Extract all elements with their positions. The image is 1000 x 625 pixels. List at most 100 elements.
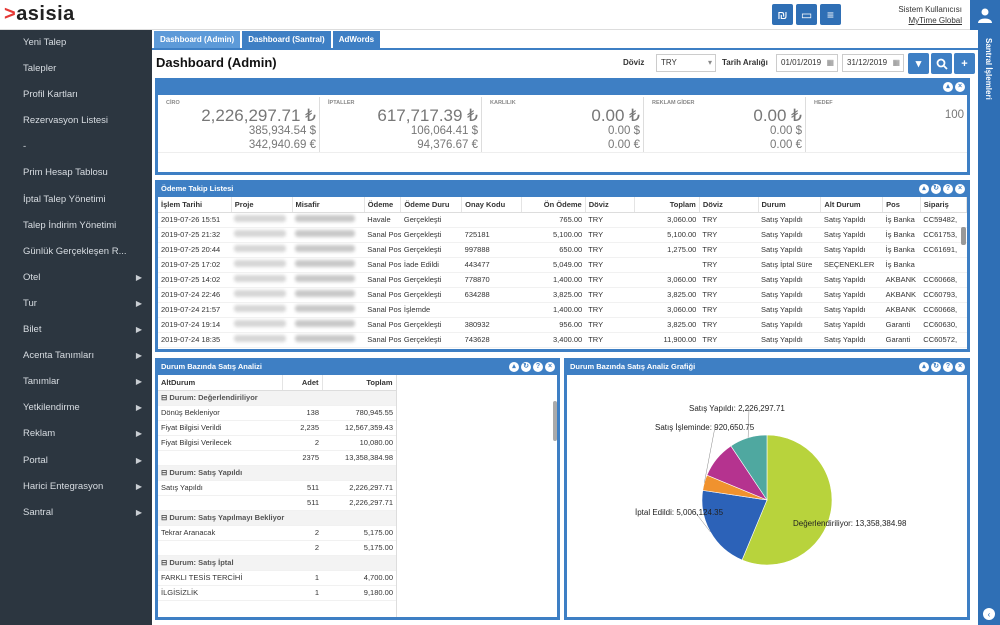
avatar[interactable] [970, 0, 1000, 30]
collapse-group-icon[interactable]: ⊟ [161, 393, 170, 402]
sidebar-item[interactable]: Talep İndirim Yönetimi [0, 213, 152, 239]
sidebar-item[interactable]: Otel ▶ [0, 265, 152, 291]
column-header[interactable]: Durum [758, 197, 822, 213]
close-icon[interactable]: × [545, 362, 555, 372]
expand-left-icon[interactable]: ‹ [983, 608, 995, 620]
column-header[interactable]: Alt Durum [820, 197, 884, 213]
column-header[interactable]: Toplam [634, 197, 700, 213]
collapse-group-icon[interactable]: ⊟ [161, 558, 170, 567]
column-header[interactable]: Misafir [292, 197, 365, 213]
tab-item[interactable]: Dashboard (Admin) [154, 31, 241, 48]
group-row[interactable]: ⊟ Durum: Satış Yapılmayı Bekliyor [158, 510, 396, 526]
refresh-icon[interactable]: ↻ [521, 362, 531, 372]
collapse-icon[interactable]: ▴ [919, 362, 929, 372]
column-header[interactable]: Adet [282, 375, 323, 391]
table-row[interactable]: 2019-07-24 21:57 Sanal Pos İşlemde 1,400.00… [158, 302, 967, 318]
sidebar-item[interactable]: Tur ▶ [0, 291, 152, 317]
scrollbar[interactable] [553, 401, 557, 441]
column-header[interactable]: Ödeme Duru [400, 197, 463, 213]
table-row[interactable]: 2019-07-25 14:02 Sanal Pos Gerçekleşti 7788… [158, 272, 967, 288]
table-row[interactable]: Tekrar Aranacak 2 5,175.00 [158, 525, 396, 541]
user-company-link[interactable]: MyTime Global [908, 16, 963, 25]
column-header[interactable]: Onay Kodu [461, 197, 522, 213]
table-row[interactable]: 2019-07-25 21:32 Sanal Pos Gerçekleşti 7251… [158, 227, 967, 243]
column-header[interactable]: Toplam [322, 375, 396, 391]
pie-slice[interactable] [741, 434, 833, 566]
menu-icon[interactable]: ≡ [820, 4, 841, 25]
help-icon[interactable]: ? [943, 184, 953, 194]
collapse-icon[interactable]: ▴ [509, 362, 519, 372]
table-row[interactable]: 2019-07-25 17:02 Sanal Pos İade Edildi 4434… [158, 257, 967, 273]
column-header[interactable]: AltDurum [158, 375, 283, 391]
table-row[interactable]: 2019-07-26 15:51 Havale Gerçekleşti 765.00 T… [158, 212, 967, 228]
table-row[interactable]: Fiyat Bilgisi Verildi 2,235 12,567,359.43 [158, 420, 396, 436]
currency-icon[interactable]: ₪ [772, 4, 793, 25]
sidebar-item[interactable]: Rezervasyon Listesi [0, 108, 152, 134]
search-button[interactable] [931, 53, 952, 74]
table-row[interactable]: 2019-07-24 18:35 Sanal Pos Gerçekleşti 7436… [158, 332, 967, 348]
table-row[interactable]: Satış Yapıldı 511 2,226,297.71 [158, 480, 396, 496]
sidebar-item-label: Rezervasyon Listesi [23, 115, 109, 127]
user-icon [978, 8, 992, 23]
table-row[interactable]: 2019-07-24 19:14 Sanal Pos Gerçekleşti 3809… [158, 317, 967, 333]
column-header[interactable]: İşlem Tarihi [158, 197, 232, 213]
sidebar-item[interactable]: Günlük Gerçekleşen R... [0, 239, 152, 265]
sidebar-item[interactable]: - [0, 134, 152, 160]
sidebar-item[interactable]: Profil Kartları [0, 82, 152, 108]
column-header[interactable]: Döviz [585, 197, 635, 213]
column-header[interactable]: Döviz [699, 197, 759, 213]
date-from-field[interactable]: 01/01/2019 ▦ [776, 54, 838, 72]
table-row[interactable]: İLGİSİZLİK 1 9,180.00 [158, 585, 396, 601]
column-header[interactable]: Pos [882, 197, 921, 213]
table-row[interactable]: 2019-07-24 22:46 Sanal Pos Gerçekleşti 6342… [158, 287, 967, 303]
sidebar-item[interactable]: Yeni Talep [0, 30, 152, 56]
refresh-icon[interactable]: ↻ [931, 362, 941, 372]
column-header[interactable]: Ön Ödeme [521, 197, 586, 213]
column-header[interactable]: Sipariş [920, 197, 967, 213]
column-header[interactable]: Proje [231, 197, 293, 213]
sidebar-item[interactable]: Tanımlar ▶ [0, 369, 152, 395]
sidebar-item[interactable]: Talepler [0, 56, 152, 82]
table-row[interactable]: FARKLI TESİS TERCİHİ 1 4,700.00 [158, 570, 396, 586]
add-button[interactable]: + [954, 53, 975, 74]
table-cell: Satış Yapıldı [820, 287, 883, 303]
close-icon[interactable]: × [955, 184, 965, 194]
help-icon[interactable]: ? [943, 362, 953, 372]
group-row[interactable]: ⊟ Durum: Satış Yapıldı [158, 465, 396, 481]
pie-slice[interactable] [701, 490, 768, 561]
sidebar-item[interactable]: Bilet ▶ [0, 317, 152, 343]
refresh-icon[interactable]: ↻ [931, 184, 941, 194]
table-row[interactable]: Fiyat Bilgisi Verilecek 2 10,080.00 [158, 435, 396, 451]
table-cell: Satış İptal Süre [758, 257, 821, 273]
group-row[interactable]: ⊟ Durum: Değerlendiriliyor [158, 390, 396, 406]
sidebar-item[interactable]: Harici Entegrasyon ▶ [0, 474, 152, 500]
currency-select[interactable]: TRY ▾ [656, 54, 716, 72]
collapse-icon[interactable]: ▴ [919, 184, 929, 194]
tab-item[interactable]: AdWords [332, 31, 381, 48]
table-row[interactable]: 2019-07-25 20:44 Sanal Pos Gerçekleşti 9978… [158, 242, 967, 258]
sidebar-item[interactable]: Acenta Tanımları ▶ [0, 343, 152, 369]
right-panel-strip[interactable]: Santral İşlemleri ‹ [978, 30, 1000, 625]
user-role: Sistem Kullanıcısı [898, 5, 962, 14]
sidebar-item[interactable]: Reklam ▶ [0, 421, 152, 447]
date-to-field[interactable]: 31/12/2019 ▦ [842, 54, 904, 72]
monitor-icon[interactable]: ▭ [796, 4, 817, 25]
dropdown-button[interactable]: ▾ [908, 53, 929, 74]
close-icon[interactable]: × [955, 362, 965, 372]
column-header[interactable]: Ödeme [364, 197, 402, 213]
group-row[interactable]: ⊟ Durum: Satış İptal [158, 555, 396, 571]
close-icon[interactable]: × [955, 82, 965, 92]
collapse-icon[interactable]: ▴ [943, 82, 953, 92]
sidebar-item[interactable]: Santral ▶ [0, 500, 152, 526]
table-row[interactable]: Dönüş Bekleniyor 138 780,945.55 [158, 405, 396, 421]
sidebar-item[interactable]: Portal ▶ [0, 448, 152, 474]
scrollbar[interactable] [961, 227, 966, 245]
collapse-group-icon[interactable]: ⊟ [161, 468, 170, 477]
sidebar-item[interactable]: Prim Hesap Tablosu [0, 160, 152, 186]
help-icon[interactable]: ? [533, 362, 543, 372]
sidebar-item[interactable]: İptal Talep Yönetimi [0, 187, 152, 213]
app-logo[interactable]: >asisia [4, 3, 75, 25]
sidebar-item[interactable]: Yetkilendirme ▶ [0, 395, 152, 421]
tab-item[interactable]: Dashboard (Santral) [242, 31, 331, 48]
collapse-group-icon[interactable]: ⊟ [161, 513, 170, 522]
